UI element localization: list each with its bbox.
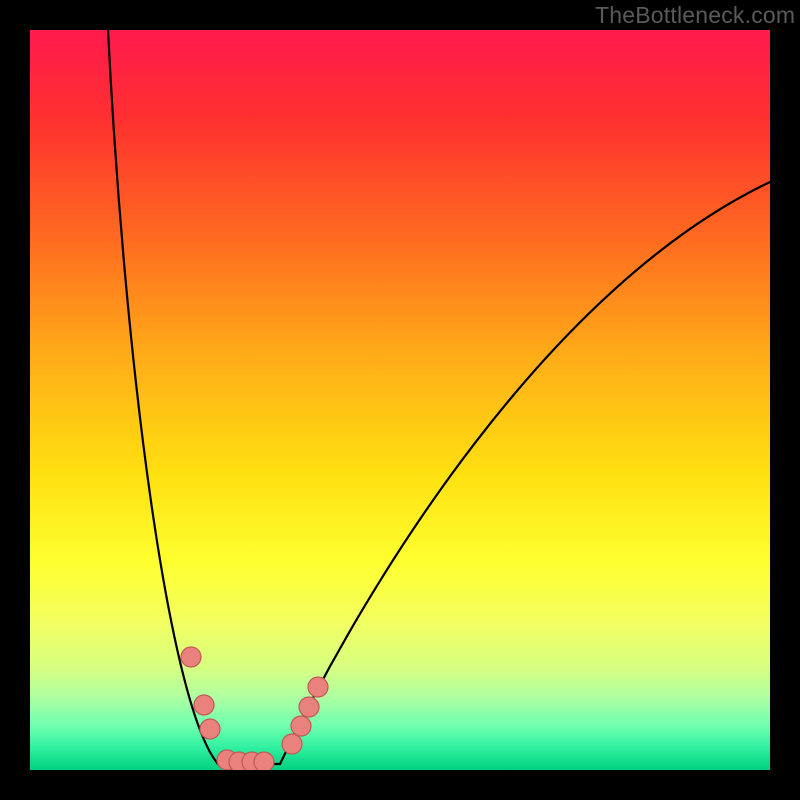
data-point-marker bbox=[194, 695, 214, 715]
data-point-marker bbox=[308, 677, 328, 697]
data-point-marker bbox=[291, 716, 311, 736]
bottleneck-curve-chart bbox=[0, 0, 800, 800]
plot-area bbox=[30, 30, 770, 772]
data-point-marker bbox=[282, 734, 302, 754]
data-point-marker bbox=[181, 647, 201, 667]
plot-background-gradient bbox=[30, 30, 770, 770]
data-point-marker bbox=[200, 719, 220, 739]
data-point-marker bbox=[254, 752, 274, 772]
data-point-marker bbox=[299, 697, 319, 717]
watermark-text: TheBottleneck.com bbox=[595, 2, 795, 29]
